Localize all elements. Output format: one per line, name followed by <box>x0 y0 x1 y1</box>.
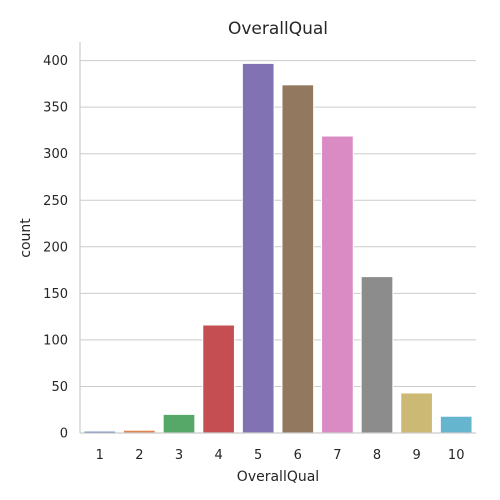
x-tick-label: 3 <box>175 448 183 463</box>
x-tick-label: 10 <box>448 448 465 463</box>
y-tick-label: 350 <box>43 101 68 116</box>
bar-4 <box>202 324 235 434</box>
x-tick-label: 7 <box>333 448 341 463</box>
y-tick-label: 50 <box>51 380 68 395</box>
y-axis-label: count <box>18 218 34 258</box>
bar-3 <box>162 413 196 434</box>
y-tick-label: 250 <box>43 194 68 209</box>
y-gridlines <box>80 60 476 387</box>
x-tick-label: 2 <box>135 448 143 463</box>
y-tick-label: 400 <box>43 54 68 69</box>
bars <box>83 62 473 434</box>
x-tick-label: 9 <box>412 448 420 463</box>
y-tick-label: 100 <box>43 333 68 348</box>
y-tick-label: 300 <box>43 147 68 162</box>
bar-6 <box>281 84 315 434</box>
x-tick-label: 8 <box>373 448 381 463</box>
bar-5 <box>241 62 275 434</box>
x-tick-label: 5 <box>254 448 262 463</box>
x-axis-label: OverallQual <box>237 469 319 485</box>
bar-7 <box>321 135 354 434</box>
y-tick-label: 200 <box>43 240 68 255</box>
x-tick-label: 6 <box>294 448 302 463</box>
bar-10 <box>439 415 473 434</box>
x-tick-labels: 1 2 3 4 5 6 7 8 9 10 <box>96 448 465 463</box>
y-tick-labels: 0 50 100 150 200 250 300 350 400 <box>43 54 68 441</box>
bar-9 <box>400 392 433 434</box>
x-tick-label: 1 <box>96 448 104 463</box>
chart-title: OverallQual <box>228 19 328 39</box>
y-tick-label: 0 <box>60 427 68 442</box>
x-tick-label: 4 <box>214 448 222 463</box>
y-tick-label: 150 <box>43 287 68 302</box>
bar-8 <box>360 276 394 434</box>
